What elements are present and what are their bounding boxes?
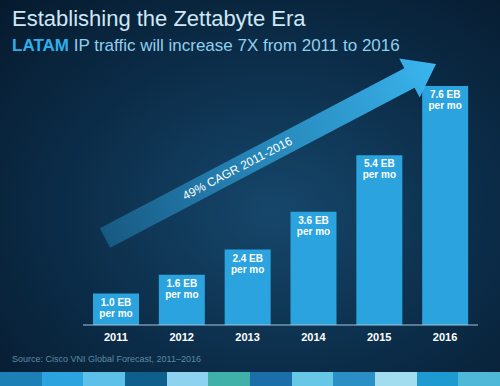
html-text:Establishing the Zettabyte Era: Establishing the Zettabyte Era [12, 6, 306, 31]
svg-text:2015: 2015 [367, 331, 391, 343]
svg-text:7.6 EBper mo: 7.6 EBper mo [428, 89, 461, 111]
svg-text:1.6 EBper mo: 1.6 EBper mo [165, 278, 198, 300]
svg-text:2014: 2014 [301, 331, 326, 343]
svg-text:2013: 2013 [235, 331, 259, 343]
svg-text:2.4 EBper mo: 2.4 EBper mo [231, 253, 264, 275]
svg-text:2016: 2016 [433, 331, 457, 343]
svg-text:2012: 2012 [170, 331, 194, 343]
svg-text:5.4 EBper mo: 5.4 EBper mo [363, 158, 396, 180]
svg-text:2011: 2011 [104, 331, 128, 343]
svg-text:49% CAGR 2011-2016: 49% CAGR 2011-2016 [180, 134, 295, 203]
html-text:LATAM IP traffic will increase: LATAM IP traffic will increase 7X from 2… [12, 36, 400, 55]
svg-text:1.0 EBper mo: 1.0 EBper mo [99, 297, 132, 319]
svg-text:3.6 EBper mo: 3.6 EBper mo [297, 215, 330, 237]
html-text:Source: Cisco VNI Global Forec: Source: Cisco VNI Global Forecast, 2011–… [12, 354, 201, 364]
